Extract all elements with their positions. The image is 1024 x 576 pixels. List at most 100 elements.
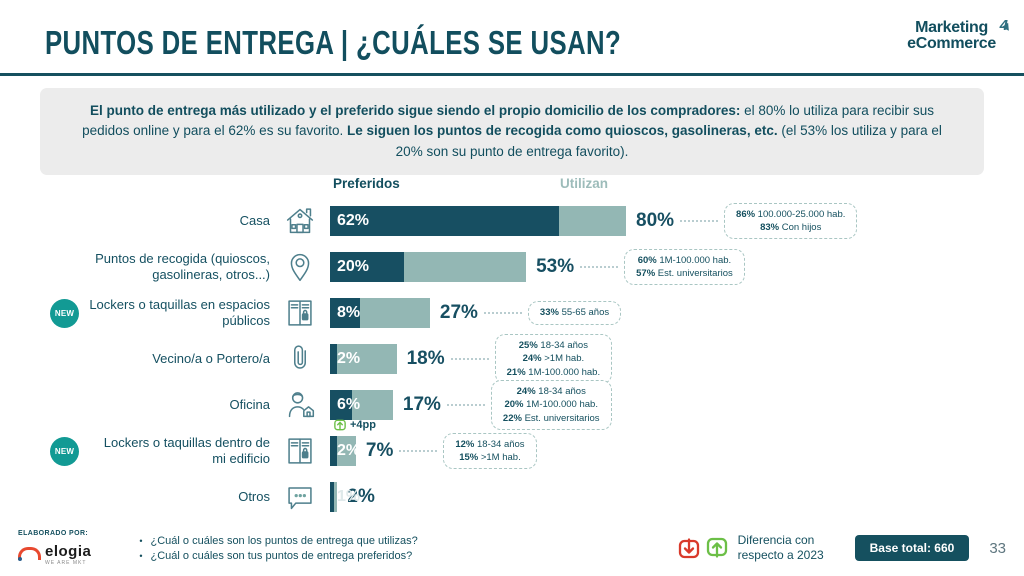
preferidos-value: 1% [337, 488, 361, 505]
category-cell: Oficina [30, 397, 270, 413]
question-item: • ¿Cuál o cuáles son tus puntos de entreg… [139, 550, 417, 562]
lockers-icon [270, 432, 330, 470]
utilizan-value: 7% [365, 440, 394, 461]
intro-bold-1: El punto de entrega más utilizado y el p… [90, 103, 741, 118]
down-arrow-red-icon [678, 538, 699, 559]
category-cell: Vecino/a o Portero/a [30, 351, 270, 367]
lockers-icon [270, 294, 330, 332]
page-title: PUNTOS DE ENTREGA | ¿CUÁLES SE USAN? [45, 24, 622, 61]
category-cell: NEW Lockers o taquillas dentro de mi edi… [30, 435, 270, 468]
elaborado-label: ELABORADO POR: [18, 530, 89, 537]
category-label: Casa [239, 212, 270, 228]
delta-badge: +4pp [333, 418, 376, 432]
annotation-box: 86% 100.000-25.000 hab. 83% Con hijos [724, 202, 858, 240]
chart-row: Otros 1% 2% [30, 474, 1024, 520]
annotation-box: 24% 18-34 años 20% 1M-100.000 hab. 22% Est… [490, 380, 612, 430]
bar-preferidos [330, 390, 353, 420]
chart-legend: Preferidos Utilizan [330, 176, 1024, 196]
paperclip-icon [270, 340, 330, 378]
utilizan-value: 80% [636, 210, 675, 231]
bar-preferidos [330, 344, 338, 374]
brand-4-cursor-icon: 4 [999, 17, 1008, 34]
question-text: ¿Cuál o cuáles son los puntos de entrega… [150, 534, 418, 547]
category-cell: Otros [30, 489, 270, 505]
leader-line [580, 266, 619, 268]
annotation-box: 60% 1M-100.000 hab. 57% Est. universitari… [624, 248, 745, 286]
utilizan-value: 18% [406, 348, 445, 369]
intro-box: El punto de entrega más utilizado y el p… [40, 88, 984, 175]
preferidos-value: 2% [337, 442, 361, 459]
location-pin-icon [270, 248, 330, 286]
house-icon [270, 202, 330, 240]
bar-cell: 6% 17% 24% 18-34 años 20% 1M-100.000 hab.… [330, 380, 1024, 432]
brand-line1: Marketing [915, 19, 988, 36]
made-by-block: ELABORADO POR: elogia WE ARE MKT [17, 530, 92, 566]
bar-utilizan: 8% [330, 298, 430, 328]
annotation-box: 25% 18-34 años 24% >1M hab. 21% 1M-100.000… [494, 334, 613, 384]
office-worker-icon [270, 386, 330, 424]
bar-utilizan: 6% [330, 390, 393, 420]
elogia-name: elogia [45, 543, 92, 560]
category-label: Oficina [229, 396, 270, 412]
leader-line [483, 312, 522, 314]
intro-text-1: el 80% lo utiliza para recibir sus pedid… [82, 103, 934, 139]
annotation-line: 12% 18-34 años [455, 438, 525, 450]
chart-row: Casa 62% 80% 86% 100.000-25.000 hab. 83% … [30, 198, 1024, 244]
bar-cell: 62% 80% 86% 100.000-25.000 hab. 83% Con h… [330, 202, 1024, 240]
bar-cell: 2% 18% 25% 18-34 años 24% >1M hab. 21% 1M-… [330, 334, 1024, 384]
up-arrow-green-icon [706, 537, 727, 558]
bar-utilizan: 62% [330, 206, 626, 236]
elogia-logo: elogia WE ARE MKT [17, 543, 92, 566]
legend-preferidos: Preferidos [333, 176, 400, 191]
up-arrow-icon [334, 419, 346, 431]
header: PUNTOS DE ENTREGA | ¿CUÁLES SE USAN? Mar… [0, 0, 1024, 76]
intro-bold-2: Le siguen los puntos de recogida como qu… [346, 123, 778, 139]
legend-utilizan: Utilizan [560, 176, 609, 191]
chart-row: Puntos de recogida (quioscos, gasolinera… [30, 244, 1024, 290]
category-cell: NEW Lockers o taquillas en espacios públ… [30, 297, 270, 330]
leader-line [446, 404, 485, 406]
bar-preferidos [330, 436, 338, 466]
bar-preferidos [330, 298, 360, 328]
base-total-badge: Base total: 660 [854, 535, 970, 561]
intro-text-2: (el 53% los utiliza y para el 20% son su… [395, 123, 942, 159]
delivery-points-chart: Preferidos Utilizan Casa 62% 80% 86% 100… [30, 176, 1024, 520]
leader-line [450, 358, 489, 360]
survey-questions: • ¿Cuál o cuáles son los puntos de entreg… [139, 535, 417, 562]
annotation-line: 57% Est. universitarios [636, 268, 733, 279]
annotation-line: 86% 100.000-25.000 hab. [736, 208, 846, 220]
question-text: ¿Cuál o cuáles son tus puntos de entrega… [150, 549, 413, 562]
new-badge: NEW [50, 436, 79, 466]
bar-cell: 2% 7% 12% 18-34 años 15% >1M hab. [330, 432, 1024, 470]
bar-utilizan: 2% [330, 344, 397, 374]
chart-row: NEW Lockers o taquillas dentro de mi edi… [30, 428, 1024, 474]
bar-utilizan: 2% [330, 436, 360, 466]
preferidos-value: 8% [337, 304, 361, 321]
chart-row: Oficina 6% 17% 24% 18-34 años 20% 1M-100.… [30, 380, 1024, 432]
elogia-arc-icon [17, 547, 41, 561]
bullet-icon: • [139, 550, 143, 561]
question-item: • ¿Cuál o cuáles son los puntos de entreg… [139, 535, 417, 547]
category-label: Vecino/a o Portero/a [152, 350, 270, 366]
preferidos-value: 20% [337, 258, 370, 275]
bullet-icon: • [139, 535, 143, 546]
annotation-line: 60% 1M-100.000 hab. [637, 254, 732, 266]
new-badge: NEW [50, 298, 79, 328]
brand-logo: Marketing eCommerce 4 [907, 18, 1008, 52]
preferidos-value: 2% [337, 350, 361, 367]
utilizan-value: 2% [347, 486, 375, 507]
annotation-line: 33% 55-65 años [539, 307, 610, 319]
footer: ELABORADO POR: elogia WE ARE MKT • ¿Cuál … [17, 530, 1006, 566]
difference-legend: Diferencia con respecto a 2023 [677, 533, 833, 563]
bar-cell: 1% 2% [330, 482, 1024, 512]
category-cell: Casa [30, 213, 270, 229]
bar-utilizan: 20% [330, 252, 527, 282]
preferidos-value: 62% [337, 212, 370, 229]
chart-row: Vecino/a o Portero/a 2% 18% 25% 18-34 añ… [30, 334, 1024, 384]
bar-cell: 20% 53% 60% 1M-100.000 hab. 57% Est. univ… [330, 248, 1024, 286]
category-label: Lockers o taquillas en espacios públicos [89, 296, 270, 328]
leader-line [680, 220, 719, 222]
utilizan-value: 17% [402, 394, 441, 415]
bar-cell: 8% 27% 33% 55-65 años [330, 298, 1024, 328]
annotation-line: 83% Con hijos [760, 222, 822, 233]
